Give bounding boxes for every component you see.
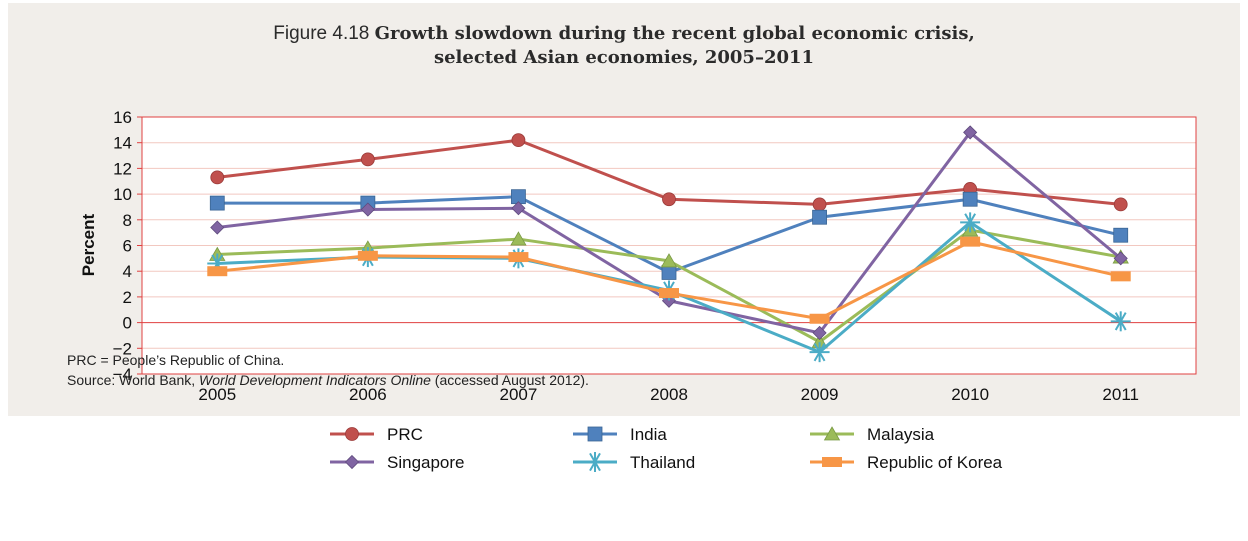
data-point (210, 220, 225, 235)
data-point (357, 250, 378, 261)
legend-marker (345, 427, 359, 441)
data-point (962, 191, 978, 207)
x-axis: 2005 2006 2007 2008 2009 2010 2011 (198, 385, 1139, 404)
y-axis: 16 14 12 10 8 6 4 2 0 −2 −4 (113, 108, 142, 384)
legend-label: Republic of Korea (867, 453, 1003, 472)
figure-number: Figure 4.18 (273, 23, 370, 44)
legend-item: Republic of Korea (810, 453, 1003, 472)
data-point (963, 125, 978, 140)
y-axis-label: Percent (79, 213, 98, 276)
legend-marker (823, 426, 841, 441)
y-tick-label: 16 (113, 108, 132, 127)
data-point (1113, 251, 1128, 266)
y-tick-label: −4 (113, 365, 132, 384)
data-point (660, 253, 678, 268)
data-point (360, 152, 375, 167)
data-point (659, 288, 679, 299)
data-point (510, 231, 527, 246)
legend-marker (587, 426, 603, 442)
data-point (210, 170, 225, 185)
legend-label: Singapore (387, 453, 465, 472)
title-line-1: Growth slowdown during the recent global… (374, 23, 975, 44)
x-tick-label: 2007 (500, 385, 538, 404)
legend-label: PRC (387, 425, 423, 444)
y-tick-label: 12 (113, 159, 132, 178)
data-point (1110, 311, 1131, 332)
data-point (360, 202, 375, 217)
y-tick-label: 4 (123, 262, 132, 281)
legend-item: Malaysia (810, 425, 935, 444)
series (207, 125, 1131, 363)
source-note: Source: World Bank, World Development In… (67, 370, 589, 390)
data-point (1113, 227, 1129, 243)
data-point (960, 236, 981, 247)
legend-marker (585, 452, 605, 472)
data-point (809, 342, 830, 363)
data-point (207, 266, 228, 277)
data-point (209, 195, 225, 211)
x-tick-label: 2011 (1102, 385, 1139, 404)
legend-marker (822, 457, 842, 467)
source-suffix: (accessed August 2012). (430, 372, 589, 388)
data-point (1110, 271, 1131, 282)
x-tick-label: 2010 (951, 385, 989, 404)
grid (142, 116, 1196, 375)
x-tick-label: 2006 (349, 385, 387, 404)
y-tick-label: 0 (123, 314, 132, 333)
figure-notes: PRC = People’s Republic of China. Source… (67, 350, 589, 390)
data-point (511, 201, 526, 216)
data-point (508, 252, 529, 263)
figure-title: Figure 4.18 Growth slowdown during the r… (0, 22, 1248, 71)
data-point (809, 313, 830, 324)
title-line-2: selected Asian economies, 2005–2011 (433, 47, 815, 68)
y-tick-label: 10 (113, 185, 132, 204)
y-tick-label: −2 (113, 339, 132, 358)
series-prc (210, 133, 1128, 212)
y-tick-label: 6 (123, 237, 132, 256)
data-point (812, 197, 827, 212)
legend: PRC India Malaysia Singapore Thailand Republi… (330, 425, 1003, 472)
legend-item: India (573, 425, 667, 444)
data-point (1113, 197, 1128, 212)
series-republic-of-korea (207, 236, 1131, 324)
legend-item: Singapore (330, 453, 465, 472)
y-tick-label: 8 (123, 211, 132, 230)
data-point (661, 265, 677, 280)
data-point (812, 325, 827, 340)
x-tick-label: 2005 (198, 385, 236, 404)
legend-label: Malaysia (867, 425, 935, 444)
legend-marker (344, 454, 360, 470)
data-point (812, 209, 827, 225)
x-tick-label: 2008 (650, 385, 688, 404)
data-point (511, 133, 526, 148)
data-point (960, 212, 981, 233)
abbreviation-note: PRC = People’s Republic of China. (67, 352, 285, 368)
legend-item: Thailand (573, 452, 695, 472)
source-prefix: Source: World Bank, (67, 372, 200, 388)
source-title: World Development Indicators Online (199, 372, 431, 388)
y-tick-label: 2 (123, 288, 132, 307)
y-tick-label: 14 (113, 134, 132, 153)
legend-label: Thailand (630, 453, 695, 472)
data-point (662, 192, 676, 207)
legend-label: India (630, 425, 667, 444)
legend-item: PRC (330, 425, 423, 444)
x-tick-label: 2009 (801, 385, 839, 404)
